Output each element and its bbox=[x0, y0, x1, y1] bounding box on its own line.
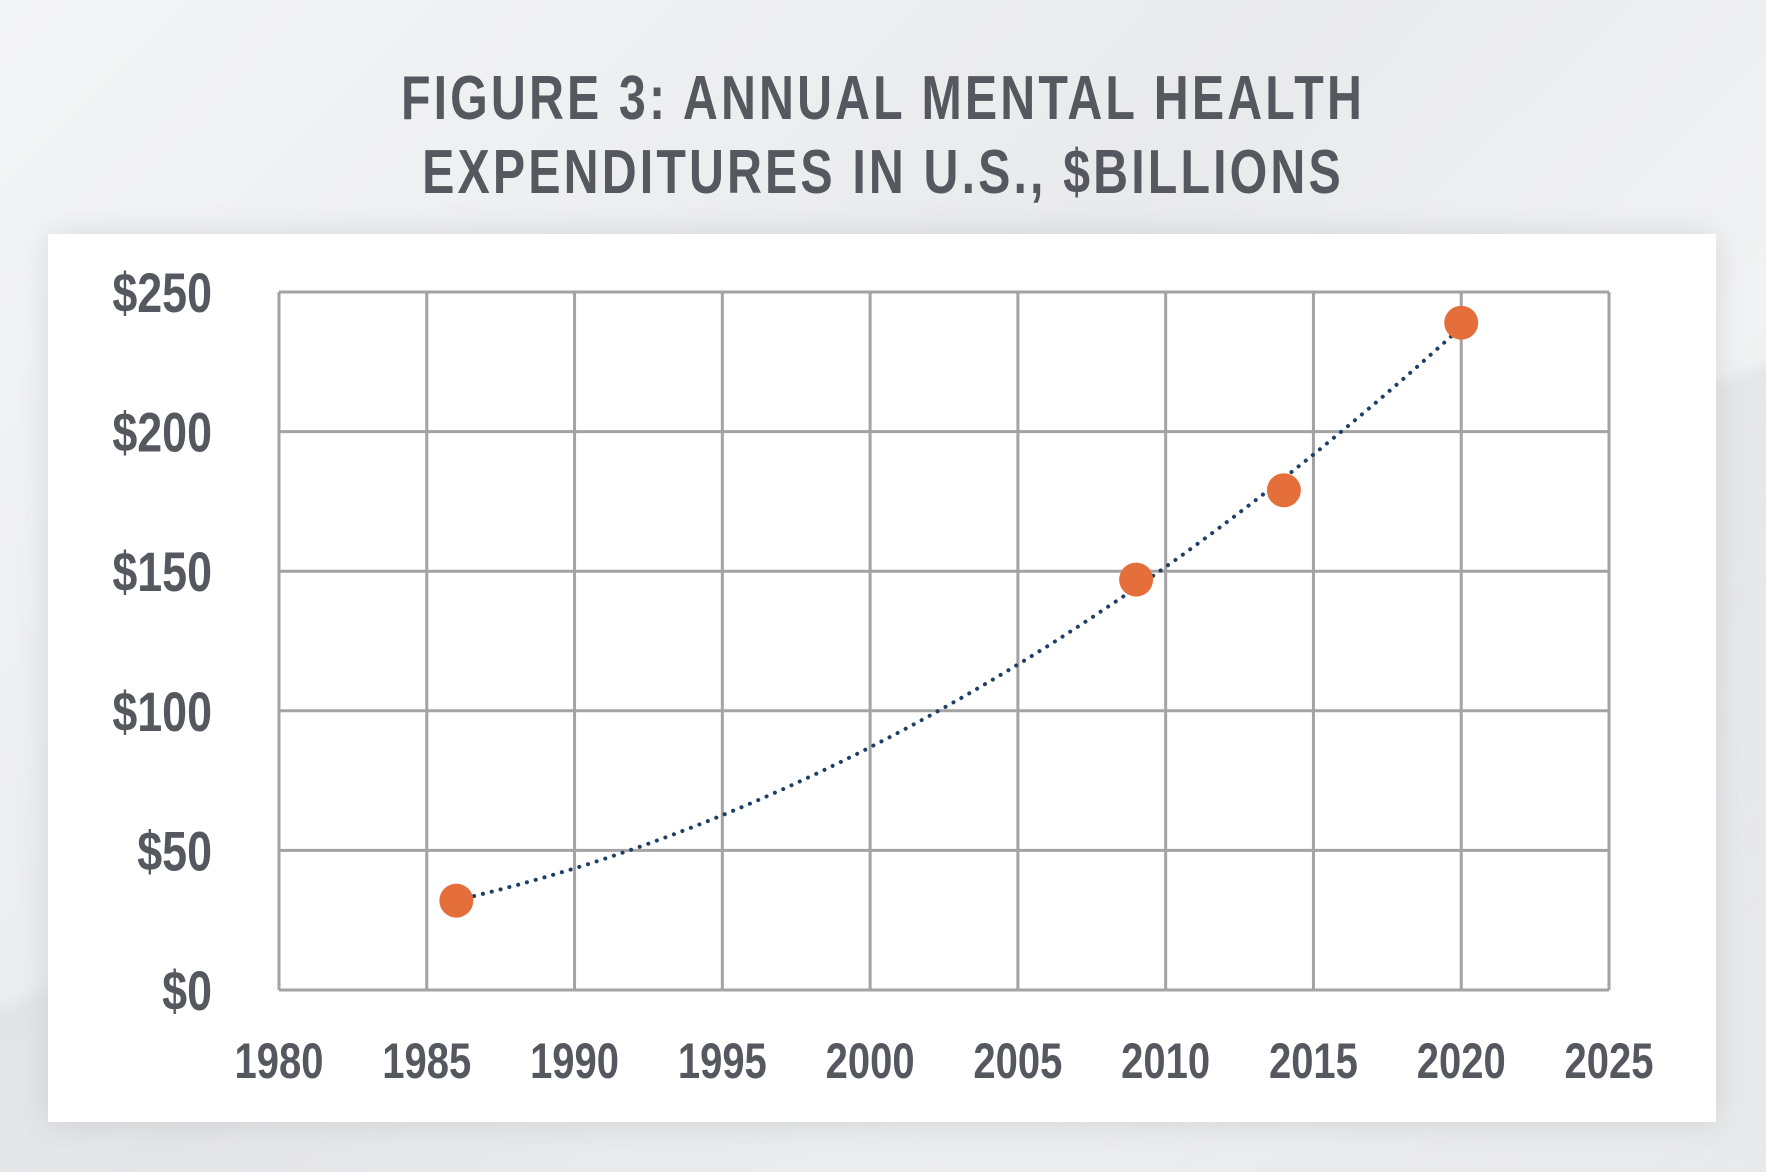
x-tick-label-2000: 2000 bbox=[826, 1033, 915, 1089]
x-tick-label-2025: 2025 bbox=[1565, 1033, 1654, 1089]
grid bbox=[277, 290, 1611, 992]
y-tick-label-100: $100 bbox=[112, 680, 212, 743]
y-tick-label-150: $150 bbox=[112, 540, 212, 603]
x-tick-label-1980: 1980 bbox=[235, 1033, 324, 1089]
data-point-2014 bbox=[1266, 473, 1301, 508]
chart-title: FIGURE 3: ANNUAL MENTAL HEALTH EXPENDITU… bbox=[194, 62, 1571, 210]
chart-title-line-1: FIGURE 3: ANNUAL MENTAL HEALTH bbox=[400, 64, 1366, 133]
x-axis-tick-labels: 1980 1985 1990 1995 2000 2005 2010 2015 2020 2025 bbox=[235, 1033, 1654, 1089]
y-tick-label-250: $250 bbox=[112, 261, 212, 324]
y-tick-label-50: $50 bbox=[137, 820, 212, 883]
data-points bbox=[439, 305, 1479, 918]
x-tick-label-2010: 2010 bbox=[1121, 1033, 1210, 1089]
x-tick-label-1985: 1985 bbox=[382, 1033, 471, 1089]
trendline bbox=[454, 325, 1464, 903]
x-tick-label-1990: 1990 bbox=[530, 1033, 619, 1089]
y-axis-tick-labels: $0 $50 $100 $150 $200 $250 bbox=[112, 261, 212, 1022]
chart-panel bbox=[48, 234, 1716, 1122]
y-tick-label-0: $0 bbox=[162, 959, 212, 1022]
x-tick-label-2020: 2020 bbox=[1417, 1033, 1506, 1089]
data-point-2009 bbox=[1119, 562, 1154, 597]
data-point-1986 bbox=[439, 883, 474, 918]
chart-title-line-2: EXPENDITURES IN U.S., $BILLIONS bbox=[422, 138, 1344, 207]
y-tick-label-200: $200 bbox=[112, 401, 212, 464]
data-point-2020 bbox=[1444, 305, 1479, 340]
x-tick-label-2015: 2015 bbox=[1269, 1033, 1358, 1089]
x-tick-label-2005: 2005 bbox=[973, 1033, 1062, 1089]
x-tick-label-1995: 1995 bbox=[678, 1033, 767, 1089]
trendline-path bbox=[454, 325, 1464, 903]
